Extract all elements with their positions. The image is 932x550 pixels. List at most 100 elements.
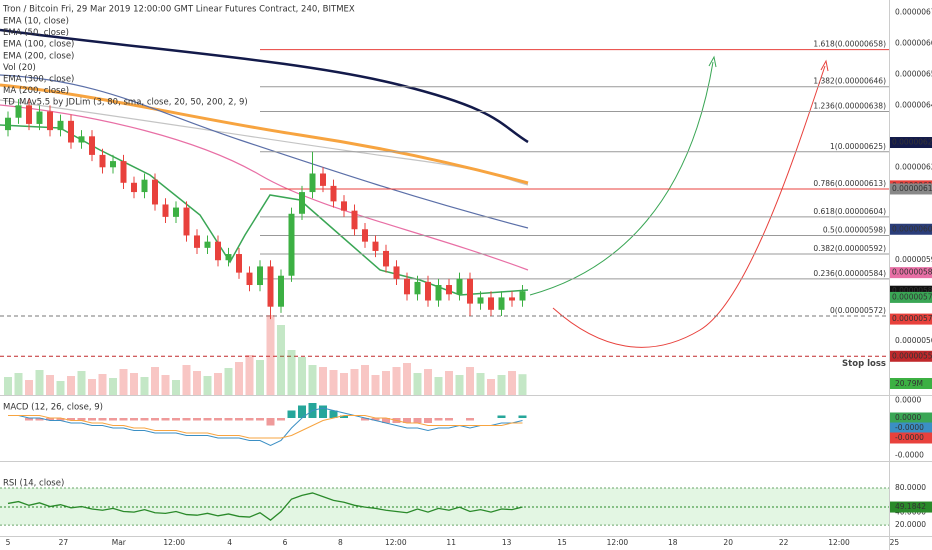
macd-histogram-bar bbox=[497, 415, 506, 418]
macd-histogram-bar bbox=[361, 418, 369, 421]
fib-label: 1(0.00000625) bbox=[830, 142, 886, 151]
candle-body bbox=[288, 213, 295, 276]
macd-histogram-bar bbox=[445, 418, 453, 421]
candle-body bbox=[519, 291, 526, 301]
macd-histogram-bar bbox=[130, 418, 138, 421]
arrow-head bbox=[708, 55, 717, 68]
candle-body bbox=[467, 278, 473, 304]
volume-bar bbox=[77, 371, 86, 395]
fib-label: 0.5(0.00000598) bbox=[823, 225, 886, 234]
time-label: 4 bbox=[227, 538, 232, 547]
candle-body bbox=[257, 266, 263, 286]
macd-histogram-bar bbox=[266, 418, 275, 426]
macd-badge bbox=[890, 422, 932, 434]
candle-body bbox=[362, 229, 368, 242]
candle-body bbox=[320, 173, 326, 186]
volume-bar bbox=[392, 367, 401, 395]
macd-histogram-bar bbox=[424, 418, 432, 423]
price-badge bbox=[890, 350, 932, 362]
time-label: Mar bbox=[112, 538, 127, 547]
ema-300 bbox=[0, 28, 529, 144]
macd-histogram-bar bbox=[46, 418, 54, 421]
volume-bar bbox=[497, 375, 506, 395]
macd-histogram-bar bbox=[329, 410, 338, 418]
macd-histogram-bar bbox=[382, 418, 390, 423]
candle-body bbox=[162, 204, 169, 217]
price-badge bbox=[890, 267, 932, 279]
volume-bar bbox=[476, 373, 485, 395]
volume-bar bbox=[214, 373, 222, 395]
volume-bar bbox=[182, 365, 191, 395]
volume-bar bbox=[455, 375, 464, 395]
candle-body bbox=[372, 241, 379, 251]
macd-signal-line bbox=[8, 415, 523, 439]
volume-bar bbox=[413, 373, 422, 395]
macd-histogram-bar bbox=[56, 418, 65, 421]
indicator-label: EMA (10, close) bbox=[3, 17, 69, 27]
macd-histogram-bar bbox=[172, 418, 180, 421]
time-label: 18 bbox=[668, 538, 678, 547]
indicator-label: TD_MAv5.5 by JDLim (3, 80, sma, close, 2… bbox=[2, 98, 248, 108]
candle-body bbox=[78, 136, 85, 143]
price-badge-label: 0.00000628 bbox=[892, 138, 932, 147]
candle-body bbox=[152, 179, 158, 205]
candle-body bbox=[36, 111, 43, 124]
price-tick-label: 0.00000640 bbox=[895, 100, 932, 109]
volume-label: 20.79M bbox=[895, 379, 923, 388]
time-label: 13 bbox=[502, 538, 512, 547]
rsi-tick-label: 80.0000 bbox=[895, 483, 926, 492]
candle-body bbox=[204, 241, 211, 248]
fib-label: 1.618(0.00000658) bbox=[813, 40, 886, 49]
volume-bar bbox=[287, 350, 296, 395]
candle-body bbox=[173, 207, 179, 217]
time-label: 8 bbox=[338, 538, 343, 547]
macd-histogram-bar bbox=[434, 418, 443, 421]
candle-body bbox=[351, 210, 358, 230]
time-label: 6 bbox=[283, 538, 288, 547]
volume-bar bbox=[329, 370, 338, 395]
indicator-label: Vol (20) bbox=[3, 63, 36, 73]
volume-bar bbox=[46, 375, 54, 395]
candle-body bbox=[215, 241, 221, 261]
price-badge bbox=[890, 291, 932, 303]
candle-body bbox=[425, 281, 431, 301]
indicator-lines bbox=[0, 28, 829, 348]
price-tick-label: 0.00000650 bbox=[895, 69, 932, 78]
rsi-band bbox=[0, 487, 889, 526]
price-badge bbox=[890, 183, 932, 195]
macd-histogram-bar bbox=[98, 418, 107, 421]
indicator-label: EMA (50, close) bbox=[3, 28, 69, 38]
macd-histogram-bar bbox=[193, 418, 201, 421]
macd-histogram-bar bbox=[287, 410, 296, 418]
candle-body bbox=[435, 285, 442, 301]
macd-histogram-bar bbox=[340, 415, 348, 418]
projection-rebound bbox=[552, 65, 826, 348]
indicator-label: MA (200, close) bbox=[3, 86, 69, 96]
macd-histogram-bar bbox=[119, 418, 128, 421]
macd-tick-label: -0.0000 bbox=[895, 423, 924, 432]
volume-bar bbox=[14, 373, 23, 395]
volume-bar bbox=[88, 379, 96, 395]
fib-label: 0.236(0.00000584) bbox=[813, 269, 886, 278]
candle-body bbox=[383, 250, 389, 267]
macd-histogram-bar bbox=[161, 418, 170, 421]
candle-body bbox=[246, 272, 253, 286]
macd-histogram-bar bbox=[151, 418, 159, 421]
candle-body bbox=[341, 201, 347, 211]
macd-macd-line bbox=[8, 407, 523, 447]
volume-bar bbox=[361, 365, 369, 395]
candle-body bbox=[120, 161, 127, 183]
rsi-current-label: 49.1842 bbox=[895, 502, 926, 511]
ema-50 bbox=[0, 104, 529, 271]
macd-histogram-bar bbox=[235, 418, 243, 421]
volume-bar bbox=[350, 369, 359, 395]
volume-bar bbox=[56, 381, 65, 395]
indicator-label: EMA (200, close) bbox=[3, 51, 74, 61]
volume-bar bbox=[487, 379, 495, 395]
price-badge-label: 0.00000586 bbox=[892, 268, 932, 277]
candle-body bbox=[309, 173, 316, 193]
volume-bar bbox=[235, 362, 243, 395]
